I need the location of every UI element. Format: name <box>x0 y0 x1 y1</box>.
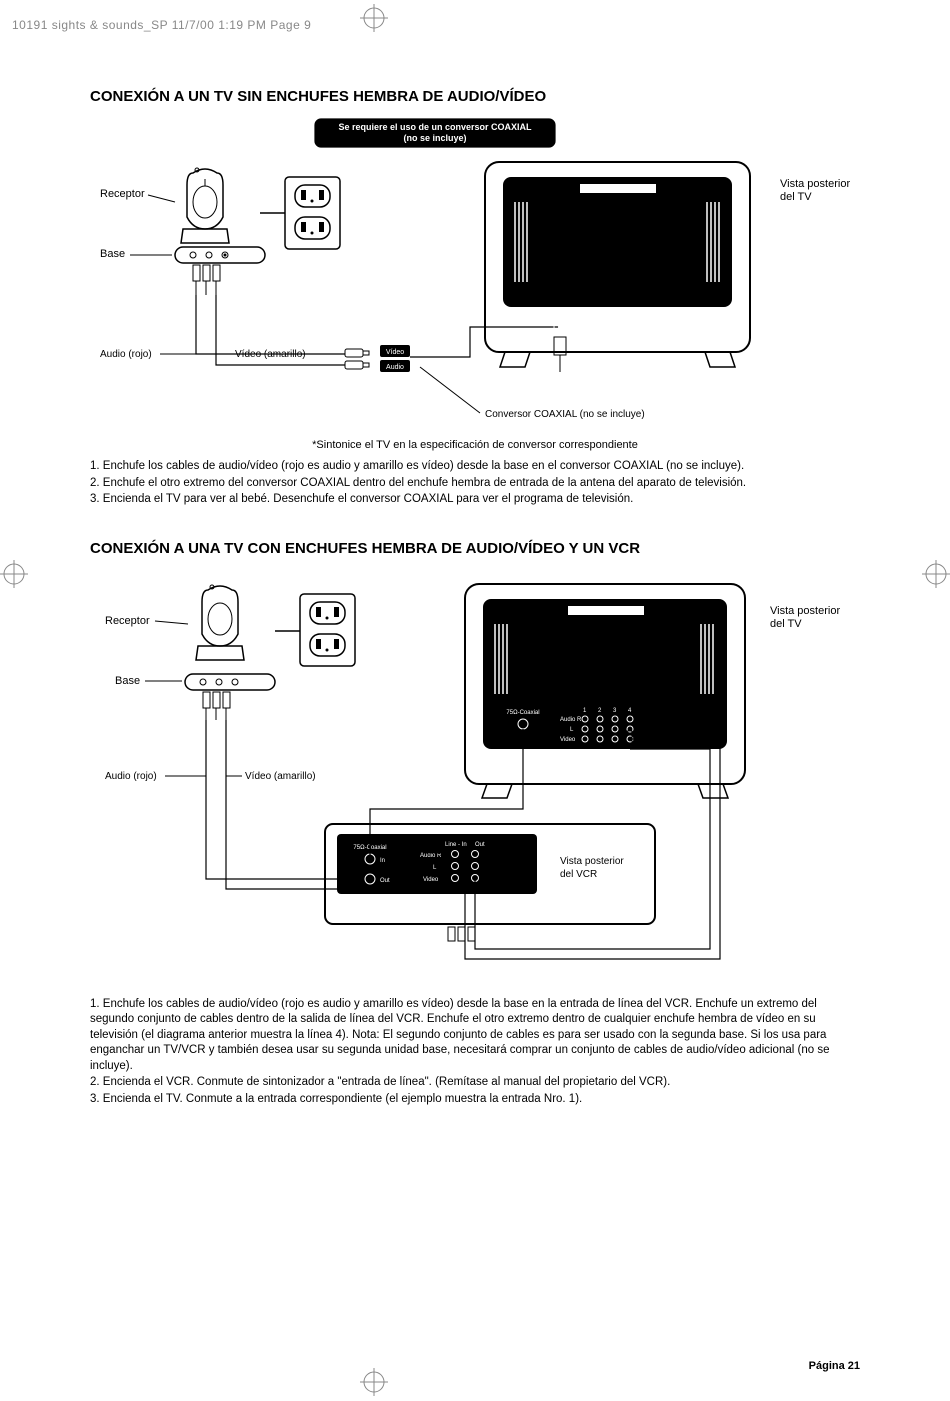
svg-text:Line - In: Line - In <box>445 842 467 848</box>
svg-text:Receptor: Receptor <box>105 615 150 627</box>
diagram2: Receptor Base <box>90 569 860 989</box>
reg-bottom <box>360 1368 388 1396</box>
reg-top <box>360 4 388 32</box>
svg-text:Vista posterior: Vista posterior <box>560 856 624 867</box>
svg-text:Audio R: Audio R <box>420 853 442 859</box>
svg-text:Audio: Audio <box>386 364 404 371</box>
instructions2: 1. Enchufe los cables de audio/vídeo (ro… <box>90 997 860 1108</box>
svg-text:Video: Video <box>560 737 576 743</box>
svg-text:Video: Video <box>423 877 439 883</box>
reg-left <box>0 560 28 588</box>
svg-text:Vista posterior: Vista posterior <box>780 178 850 190</box>
header-meta: 10191 sights & sounds_SP 11/7/00 1:19 PM… <box>12 18 311 32</box>
instructions1: 1. Enchufe los cables de audio/vídeo (ro… <box>90 459 860 508</box>
reg-right <box>922 560 950 588</box>
section1-title: CONEXIÓN A UN TV SIN ENCHUFES HEMBRA DE … <box>90 88 860 105</box>
svg-text:In: In <box>380 858 385 864</box>
svg-text:Audio R: Audio R <box>560 717 582 723</box>
svg-text:Audio (rojo): Audio (rojo) <box>100 349 152 360</box>
svg-text:Base: Base <box>100 248 125 260</box>
svg-text:Out: Out <box>380 878 390 884</box>
caption1: *Sintonice el TV en la especificación de… <box>90 439 860 451</box>
svg-text:del TV: del TV <box>770 618 802 630</box>
svg-text:75Ω-Coaxial: 75Ω-Coaxial <box>506 710 539 716</box>
svg-text:Audio (rojo): Audio (rojo) <box>105 771 157 782</box>
svg-text:Vídeo: Vídeo <box>386 349 404 356</box>
svg-text:del VCR: del VCR <box>560 869 597 880</box>
svg-text:Vista posterior: Vista posterior <box>770 605 840 617</box>
svg-text:(no se incluye): (no se incluye) <box>403 133 466 143</box>
svg-text:del TV: del TV <box>780 191 812 203</box>
svg-text:Vídeo (amarillo): Vídeo (amarillo) <box>245 771 316 782</box>
svg-text:75Ω-Coaxial: 75Ω-Coaxial <box>543 313 576 319</box>
svg-text:Base: Base <box>115 675 140 687</box>
svg-text:Out: Out <box>475 842 485 848</box>
svg-text:Conversor COAXIAL (no se inclu: Conversor COAXIAL (no se incluye) <box>485 409 645 420</box>
receptor-icon <box>181 168 229 243</box>
svg-text:Receptor: Receptor <box>100 188 145 200</box>
svg-text:Se requiere el uso de un conve: Se requiere el uso de un conversor COAXI… <box>338 122 532 132</box>
page-number: Página 21 <box>809 1360 860 1372</box>
section2-title: CONEXIÓN A UNA TV CON ENCHUFES HEMBRA DE… <box>90 540 860 557</box>
diagram1: Se requiere el uso de un conversor COAXI… <box>90 117 860 437</box>
